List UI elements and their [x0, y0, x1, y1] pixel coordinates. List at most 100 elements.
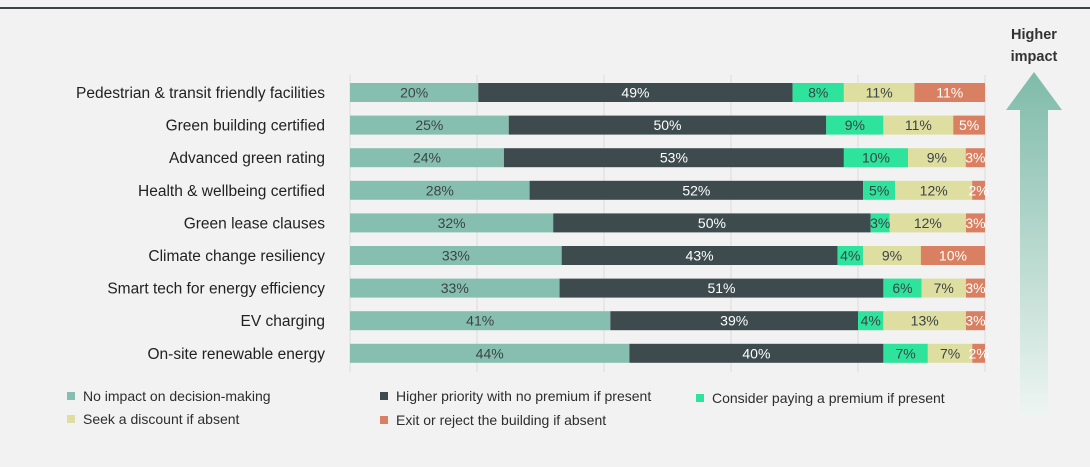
bar-segment [350, 246, 562, 265]
bar-segment [559, 278, 884, 298]
legend-swatch [67, 392, 75, 400]
bar-segment [350, 311, 611, 331]
higher-impact-annotation: Higher impact [1006, 27, 1062, 416]
higher-impact-arrow [1006, 72, 1062, 416]
bar-segment [863, 246, 921, 265]
bar-row: 41% 39% 4% 13% 3% [350, 311, 986, 331]
bar-row: 33% 51% 6% 7% 3% [350, 278, 986, 298]
data-label: 10% [862, 150, 890, 166]
bar-segment [350, 343, 630, 363]
data-label: 4% [861, 313, 881, 329]
bar-segment [503, 148, 844, 168]
higher-impact-line1: Higher [1011, 27, 1057, 43]
legend-item: Consider paying a premium if present [696, 390, 945, 406]
data-label: 51% [707, 280, 735, 296]
bar-segment [927, 343, 973, 363]
bar-segment [843, 148, 909, 168]
bar-segment [350, 115, 509, 135]
bar-segment [921, 278, 966, 298]
bar-segment [610, 311, 858, 331]
category-label: On-site renewable energy [148, 346, 326, 363]
bar-segment [914, 83, 985, 102]
bar-row: 25% 50% 9% 11% 5% [350, 115, 985, 135]
data-label: 12% [920, 182, 948, 198]
bars: 20% 49% 8% 11% 11%25% 50% 9% 11% 5%24% 53% 10% 9% 3%… [350, 83, 989, 363]
bar-row: 32% 50% 3% 12% 3% [350, 213, 986, 233]
legend-item: Exit or reject the building if absent [380, 412, 606, 428]
data-label: 2% [969, 345, 989, 361]
data-label: 40% [742, 345, 770, 361]
category-labels: Pedestrian & transit friendly facilities… [76, 85, 325, 363]
legend-swatch [696, 394, 704, 402]
category-label: Green lease clauses [184, 215, 326, 232]
bar-segment [350, 278, 560, 298]
bar-segment [863, 180, 896, 200]
category-label: Smart tech for energy efficiency [107, 281, 325, 298]
bar-segment [908, 148, 966, 168]
data-label: 50% [698, 215, 726, 231]
bar-segment [350, 180, 530, 200]
bar-segment [350, 213, 554, 233]
bar-segment [629, 343, 884, 363]
bar-segment [870, 213, 890, 233]
bar-segment [826, 115, 884, 135]
bar-segment [953, 115, 985, 135]
bar-row: 20% 49% 8% 11% 11% [350, 83, 985, 102]
legend-swatch [67, 415, 75, 423]
data-label: 28% [426, 182, 454, 198]
higher-impact-line2: impact [1011, 49, 1058, 65]
legend-item: Seek a discount if absent [67, 411, 240, 427]
data-label: 33% [442, 248, 470, 264]
bar-segment [920, 246, 985, 265]
data-label: 53% [660, 150, 688, 166]
legend-item: Higher priority with no premium if prese… [380, 388, 651, 404]
bar-segment [858, 311, 884, 331]
data-label: 9% [845, 117, 865, 133]
top-rule [0, 7, 1090, 9]
bar-segment [965, 278, 985, 298]
data-label: 32% [438, 215, 466, 231]
bar-segment [553, 213, 871, 233]
bar-segment [883, 343, 928, 363]
data-label: 11% [866, 85, 893, 101]
bar-segment [965, 213, 985, 233]
data-label: 10% [939, 248, 967, 264]
bar-segment [478, 83, 793, 102]
data-label: 50% [653, 117, 681, 133]
category-label: Advanced green rating [169, 150, 325, 167]
data-label: 9% [927, 150, 947, 166]
data-label: 39% [720, 313, 748, 329]
data-label: 25% [415, 117, 443, 133]
category-label: Climate change resiliency [148, 248, 325, 265]
bar-row: 44% 40% 7% 7% 2% [350, 343, 989, 363]
data-label: 11% [936, 85, 963, 101]
data-label: 11% [905, 117, 932, 133]
data-label: 9% [882, 248, 902, 264]
bar-segment [561, 246, 838, 265]
category-label: Green building certified [166, 118, 325, 135]
data-label: 2% [968, 182, 988, 198]
bar-segment [883, 311, 966, 331]
data-label: 43% [686, 248, 714, 264]
data-label: 7% [896, 345, 916, 361]
bar-segment [350, 148, 504, 168]
legend-label: Consider paying a premium if present [712, 390, 945, 406]
bar-segment [508, 115, 827, 135]
bar-segment [843, 83, 915, 102]
data-label: 52% [682, 182, 710, 198]
data-label: 20% [400, 85, 428, 101]
data-label: 3% [965, 150, 985, 166]
data-label: 6% [892, 280, 912, 296]
data-label: 41% [466, 313, 494, 329]
bar-segment [883, 278, 922, 298]
bar-row: 33% 43% 4% 9% 10% [350, 246, 985, 265]
data-label: 44% [476, 345, 504, 361]
data-label: 12% [914, 215, 942, 231]
data-label: 4% [840, 248, 860, 264]
legend-label: No impact on decision-making [83, 388, 271, 404]
bar-segment [837, 246, 864, 265]
legend-swatch [380, 416, 388, 424]
bar-segment [792, 83, 844, 102]
